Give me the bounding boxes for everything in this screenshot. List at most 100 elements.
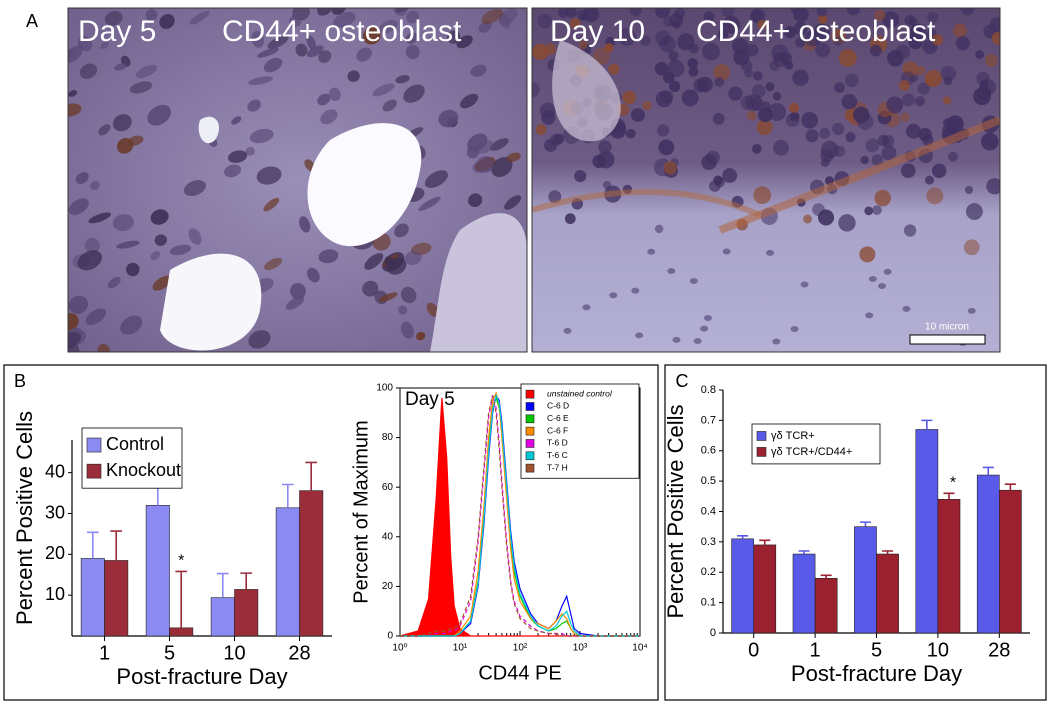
cell [772,338,781,345]
cell [819,127,831,139]
cell [871,154,884,166]
cell [721,8,735,18]
error-bar [859,521,871,527]
cell [701,154,717,171]
cell [248,76,274,86]
cell [783,26,797,39]
cell [89,180,100,191]
cell [703,314,712,321]
cell [909,24,926,41]
cell [989,17,1000,33]
cell [438,109,459,128]
cell [838,48,857,67]
cell [468,193,483,208]
cell [372,83,395,97]
cell [68,331,81,349]
cell [803,214,813,224]
cell [249,128,274,144]
cell [565,8,578,18]
x-tick-label: 10⁰ [392,643,407,654]
cell [384,256,396,270]
cell [592,154,606,169]
cell [245,146,255,156]
y-tick-label: 0.2 [701,566,716,578]
cell [902,93,915,107]
cell [688,43,699,54]
cell [869,44,882,57]
cell [967,307,976,314]
cell [382,99,397,112]
cell [756,119,773,136]
cell [116,240,140,249]
cell [247,99,261,112]
cell [918,127,932,142]
cell [68,295,89,314]
cell [404,251,422,265]
y-axis-label: Percent Positive Cells [663,405,688,619]
y-tick-label: 60 [382,482,394,493]
cell [712,112,725,125]
cell [960,8,975,16]
cell [865,138,880,153]
cell [535,124,547,135]
cell [687,58,698,69]
image-caption: CD44+ osteoblast [696,15,936,48]
cell [900,163,916,179]
x-tick-label: 28 [988,639,1010,661]
cell [356,47,373,62]
cell [722,168,738,183]
bar [104,560,129,637]
legend-swatch [525,389,535,399]
cell [635,332,644,339]
x-tick-label: 10 [223,642,245,664]
cell [602,180,612,190]
cell [318,249,339,264]
cell [97,344,110,352]
cell [940,65,956,82]
cell [135,64,158,79]
cell [714,176,726,188]
cell [569,17,581,29]
error-bar [982,466,994,476]
cell [541,110,556,125]
y-tick-label: 20 [382,581,394,592]
cell [398,305,408,315]
cell [317,93,331,106]
legend-box [751,423,881,465]
cell [953,23,967,38]
cell [506,152,521,162]
cell [400,321,414,339]
cell [169,244,192,256]
cell [362,27,381,45]
cell [625,128,636,139]
chart-title: Day 5 [405,389,455,410]
cell [800,281,809,288]
cell [498,13,511,29]
x-tick-label: 5 [164,642,175,664]
cell [489,138,509,151]
cell [753,71,763,81]
cell [948,151,958,162]
cell [820,158,830,167]
panel-frame [664,364,1047,701]
cell [931,34,944,46]
cell [744,68,754,78]
cell [659,35,676,53]
cell [668,50,679,62]
micrograph-day10 [532,8,1000,352]
cell [563,327,572,334]
image-frame [531,7,1001,353]
cell [228,150,248,163]
y-tick-label: 0.8 [701,384,716,396]
error-bar [216,572,229,598]
cell [481,8,503,24]
error-bar [820,574,832,579]
cell [333,11,356,28]
legend-label: T-6 C [547,450,568,460]
bar [753,544,777,634]
legend-label: C-6 F [547,425,568,435]
cell [795,37,806,48]
cell [145,9,158,21]
cell [418,196,441,211]
cell [722,16,741,34]
